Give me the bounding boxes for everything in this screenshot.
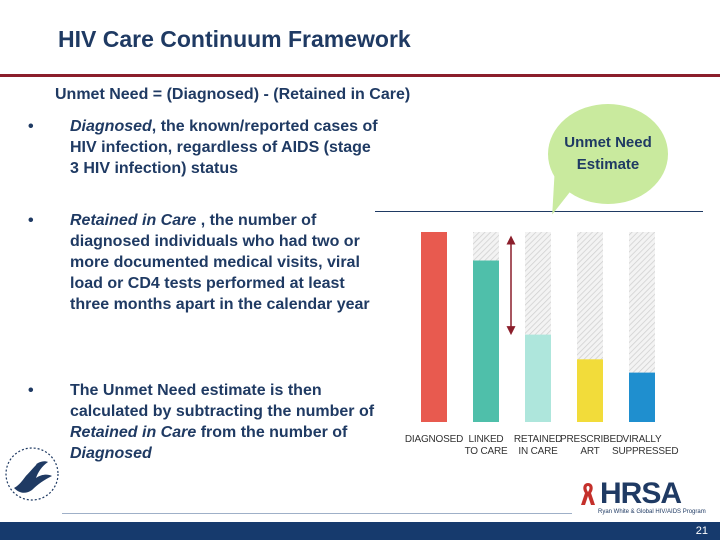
slide-subtitle: Unmet Need = (Diagnosed) - (Retained in … [55,86,411,103]
care-continuum-chart: DIAGNOSED LINKED TO CARE RETAINED IN CARE PRE… [404,222,704,472]
category-label-prescribed-art: PRESCRIBED ART [560,434,624,457]
unmet-need-callout: Unmet Need Estimate [548,104,668,204]
bullet-term: Retained in Care [70,212,197,229]
bullet-term: Retained in Care [70,424,197,441]
category-label-virally-suppressed: VIRALLY SUPPRESSED [612,434,679,457]
footer-divider [62,513,572,514]
slide-title: HIV Care Continuum Framework [58,26,411,52]
ribbon-icon [581,483,595,505]
bullet-diagnosed: Diagnosed, the known/reported cases of H… [28,116,378,179]
category-label-retained-in-care: RETAINED IN CARE [513,434,563,457]
category-label-diagnosed: DIAGNOSED [404,434,464,445]
bullet-term: Diagnosed [70,118,152,135]
hrsa-program-name: Ryan White & Global HIV/AIDS Program [598,509,706,515]
hhs-eagle-logo [4,444,60,509]
bar-diagnosed [421,232,447,422]
chart-canvas [421,232,655,422]
page-number: 21 [695,525,708,537]
bullet-text: from the number of [196,424,348,441]
title-divider [0,74,720,77]
bullet-term: Diagnosed [70,445,152,462]
bullet-unmet-need: The Unmet Need estimate is then calculat… [28,380,378,464]
category-label-linked-to-care: LINKED TO CARE [464,434,508,457]
bullet-text: The Unmet Need estimate is then calculat… [70,382,375,420]
hrsa-wordmark: HRSA [600,477,682,510]
bullet-retained: Retained in Care , the number of diagnos… [28,210,378,315]
bar-linked-to-care [473,260,499,422]
callout-label: Unmet Need Estimate [564,134,652,173]
bar-virally-suppressed [629,372,655,422]
bar-retained-in-care [525,334,551,422]
bar-prescribed-art [577,359,603,422]
bullet-text: , the number of diagnosed individuals wh… [70,212,370,313]
bullet-text: , the known/reported cases of HIV infect… [70,118,378,177]
chart-top-divider [375,211,703,212]
footer-bar: 21 [0,522,720,540]
